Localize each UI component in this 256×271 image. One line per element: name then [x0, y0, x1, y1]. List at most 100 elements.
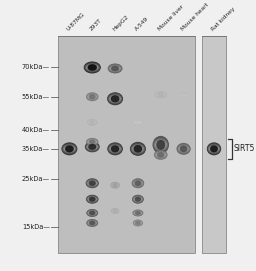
Ellipse shape: [85, 63, 100, 72]
Ellipse shape: [155, 142, 166, 148]
Ellipse shape: [87, 93, 98, 101]
Ellipse shape: [85, 63, 99, 72]
Ellipse shape: [154, 139, 168, 151]
Text: SIRT5: SIRT5: [234, 144, 255, 153]
Ellipse shape: [111, 145, 119, 152]
Ellipse shape: [109, 95, 121, 102]
Ellipse shape: [89, 180, 96, 186]
Ellipse shape: [132, 195, 144, 203]
Ellipse shape: [135, 121, 141, 124]
Ellipse shape: [153, 137, 168, 152]
Ellipse shape: [86, 93, 98, 101]
Ellipse shape: [112, 210, 118, 212]
Ellipse shape: [109, 145, 121, 153]
Ellipse shape: [88, 95, 97, 99]
Ellipse shape: [88, 120, 96, 124]
Ellipse shape: [64, 146, 75, 151]
Text: 25kDa—: 25kDa—: [22, 176, 50, 182]
Ellipse shape: [133, 220, 142, 225]
Ellipse shape: [88, 95, 97, 98]
Ellipse shape: [134, 221, 142, 225]
Ellipse shape: [134, 121, 142, 124]
Ellipse shape: [179, 94, 188, 98]
Ellipse shape: [156, 93, 165, 96]
Ellipse shape: [179, 148, 188, 150]
Ellipse shape: [88, 146, 97, 148]
Ellipse shape: [89, 140, 96, 144]
Ellipse shape: [88, 181, 97, 185]
Ellipse shape: [88, 212, 96, 214]
Text: 293T: 293T: [89, 18, 103, 32]
Ellipse shape: [210, 148, 218, 150]
Ellipse shape: [89, 94, 96, 99]
Ellipse shape: [108, 94, 122, 104]
Ellipse shape: [87, 220, 98, 226]
Ellipse shape: [86, 138, 99, 146]
Ellipse shape: [108, 144, 122, 154]
Ellipse shape: [155, 92, 166, 97]
Ellipse shape: [111, 183, 119, 187]
Ellipse shape: [133, 210, 143, 216]
Ellipse shape: [132, 146, 144, 152]
Ellipse shape: [154, 91, 167, 98]
Ellipse shape: [88, 211, 97, 215]
Ellipse shape: [179, 147, 188, 151]
Ellipse shape: [131, 144, 145, 153]
Ellipse shape: [84, 62, 100, 72]
Ellipse shape: [133, 210, 143, 216]
Ellipse shape: [134, 182, 142, 185]
Ellipse shape: [112, 184, 119, 187]
Ellipse shape: [133, 120, 143, 125]
Ellipse shape: [134, 121, 141, 124]
Ellipse shape: [134, 198, 142, 200]
Ellipse shape: [177, 144, 190, 153]
Ellipse shape: [155, 152, 166, 158]
Ellipse shape: [86, 143, 99, 150]
Ellipse shape: [89, 121, 95, 124]
Ellipse shape: [87, 210, 98, 216]
Ellipse shape: [135, 121, 141, 123]
Ellipse shape: [154, 150, 168, 160]
Ellipse shape: [89, 222, 96, 224]
Ellipse shape: [156, 154, 165, 156]
Ellipse shape: [110, 98, 120, 100]
Ellipse shape: [111, 182, 120, 188]
Ellipse shape: [133, 147, 143, 151]
Ellipse shape: [156, 93, 166, 97]
Ellipse shape: [134, 212, 142, 214]
Ellipse shape: [86, 195, 98, 203]
Ellipse shape: [178, 145, 189, 153]
Ellipse shape: [87, 119, 97, 126]
Ellipse shape: [86, 138, 98, 146]
Ellipse shape: [86, 195, 99, 204]
Ellipse shape: [111, 148, 120, 150]
Ellipse shape: [87, 66, 98, 69]
Ellipse shape: [62, 143, 77, 155]
Ellipse shape: [111, 182, 120, 188]
Ellipse shape: [110, 67, 120, 70]
Ellipse shape: [88, 140, 97, 144]
Ellipse shape: [134, 197, 142, 201]
Ellipse shape: [133, 220, 143, 227]
Ellipse shape: [154, 140, 167, 150]
Ellipse shape: [155, 140, 167, 149]
Ellipse shape: [108, 143, 122, 154]
Ellipse shape: [86, 143, 99, 151]
Ellipse shape: [89, 121, 96, 124]
Text: HepG2: HepG2: [112, 14, 130, 32]
Ellipse shape: [207, 143, 221, 155]
Text: 70kDa—: 70kDa—: [22, 64, 50, 70]
Ellipse shape: [134, 211, 142, 215]
Ellipse shape: [132, 209, 143, 217]
Ellipse shape: [109, 65, 122, 72]
Ellipse shape: [89, 197, 96, 202]
Ellipse shape: [157, 152, 165, 158]
Ellipse shape: [134, 222, 141, 224]
Ellipse shape: [111, 208, 119, 214]
Ellipse shape: [87, 93, 98, 100]
Ellipse shape: [155, 151, 166, 158]
Ellipse shape: [111, 209, 119, 213]
Ellipse shape: [133, 220, 143, 226]
Ellipse shape: [156, 143, 166, 147]
Ellipse shape: [88, 120, 97, 125]
